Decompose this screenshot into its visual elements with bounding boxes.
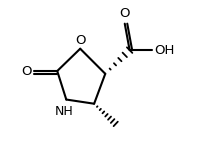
Text: O: O: [120, 7, 130, 20]
Text: O: O: [22, 64, 32, 78]
Text: NH: NH: [54, 105, 73, 118]
Text: O: O: [75, 34, 86, 47]
Text: OH: OH: [154, 44, 174, 57]
